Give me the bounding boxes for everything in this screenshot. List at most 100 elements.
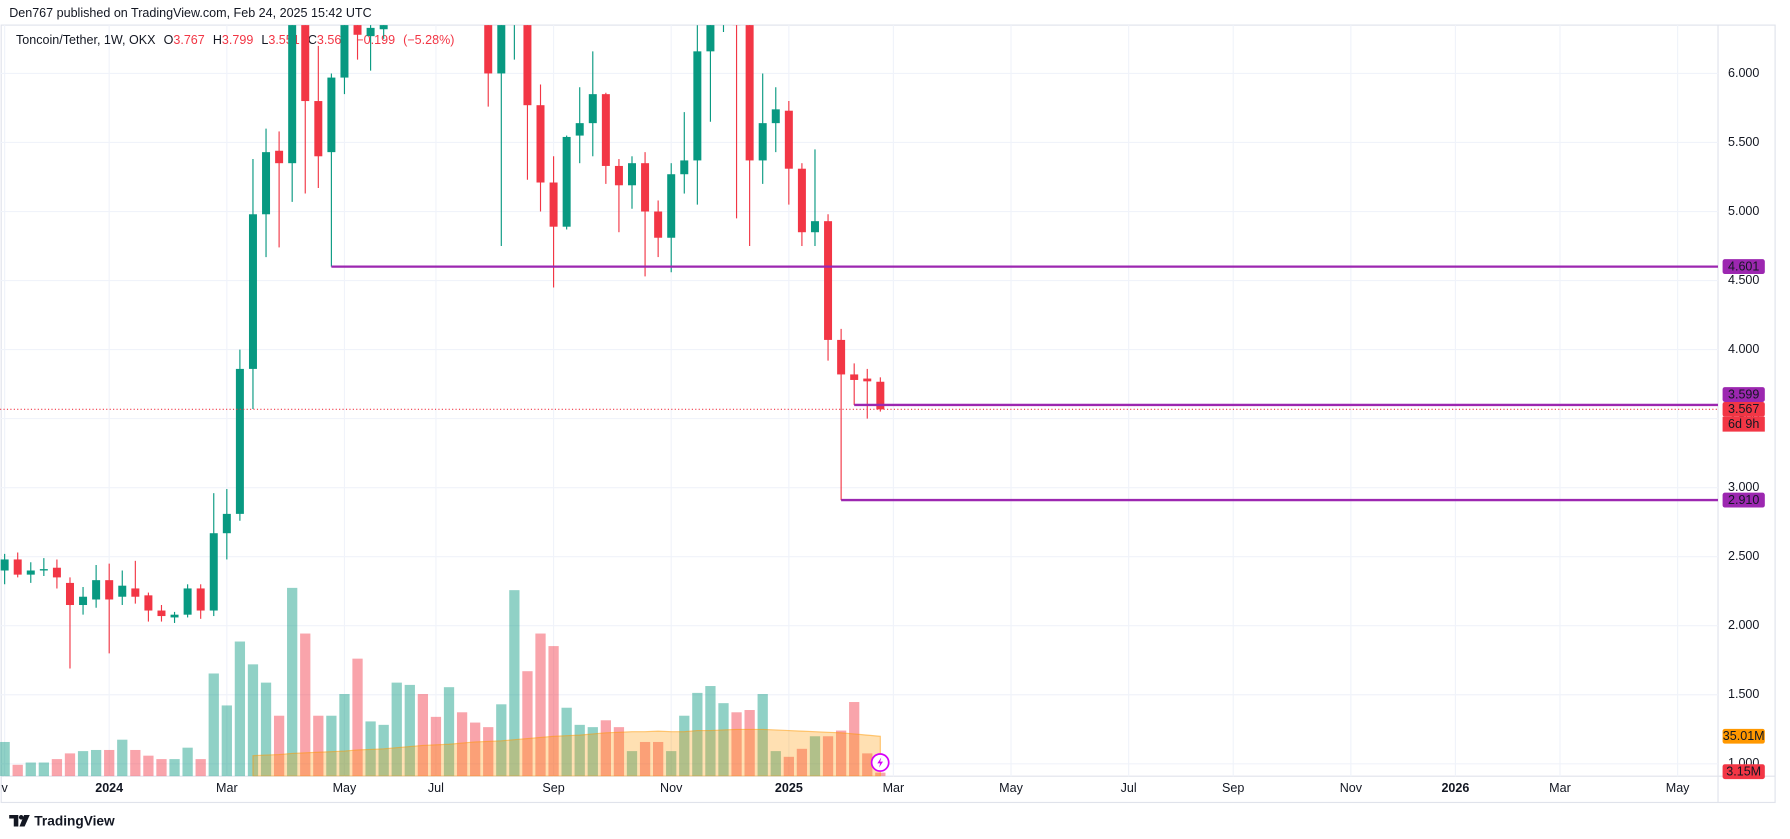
candle-body	[353, 25, 362, 35]
volume-bar	[260, 682, 272, 777]
candle-body	[876, 381, 885, 410]
volume-bar	[679, 715, 690, 777]
footer-brand: TradingView	[34, 813, 115, 828]
volume-bar	[626, 751, 638, 777]
volume-bar	[273, 715, 285, 777]
volume-pane	[0, 587, 886, 777]
candle-body	[26, 570, 35, 575]
volume-bar	[169, 759, 180, 777]
chart-frame	[0, 24, 1776, 804]
volume-bar	[822, 736, 834, 777]
level-label-bg	[1722, 492, 1765, 508]
candle-body	[65, 582, 74, 606]
volume-bar	[25, 762, 36, 777]
candle-body	[784, 110, 793, 169]
candle-body	[667, 174, 676, 238]
volume-bar	[692, 692, 703, 777]
x-tick-label: Sep	[1222, 781, 1244, 795]
volume-bar	[443, 687, 455, 777]
ohlc-value: 3.567	[317, 33, 348, 47]
volume-bar	[783, 756, 794, 777]
y-tick-label: 2.500	[1728, 549, 1759, 563]
candle-body	[327, 77, 336, 153]
volume-bar	[287, 587, 298, 777]
volume-bar	[77, 751, 89, 777]
countdown: 6d 9h	[1728, 417, 1759, 431]
y-tick-label: 2.000	[1728, 618, 1759, 632]
volume-bar	[483, 727, 494, 777]
logo-mark	[9, 815, 19, 827]
candle-body	[118, 585, 127, 597]
x-tick-label: v	[1, 781, 8, 795]
candle-body	[837, 339, 846, 375]
ohlc-prefix: O	[164, 33, 174, 47]
volume-bar	[470, 722, 481, 777]
volume-bar	[391, 682, 402, 777]
candle-body	[170, 614, 179, 618]
volume-bar	[561, 707, 572, 777]
last-price-label: 3.567	[1728, 402, 1759, 416]
x-tick-label: May	[999, 781, 1023, 795]
volume-bar	[0, 741, 10, 777]
y-tick-label: 5.500	[1728, 135, 1759, 149]
ohlc-prefix: H	[213, 33, 222, 47]
y-tick-label: 5.000	[1728, 204, 1759, 218]
volume-bar	[653, 741, 664, 777]
volume-bar	[509, 590, 520, 777]
candle-body	[301, 25, 310, 102]
volume-bar	[64, 753, 76, 777]
volume-bar	[104, 749, 115, 777]
icon-bolt	[877, 757, 884, 768]
candle-body	[549, 182, 558, 227]
candle-body	[13, 559, 22, 575]
candle-body	[575, 123, 584, 136]
x-tick-label: 2025	[775, 781, 803, 795]
ohlc-value: 3.767	[173, 33, 204, 47]
candle-body	[654, 211, 663, 238]
x-tick-label: Mar	[1549, 781, 1571, 795]
x-tick-label: Nov	[660, 781, 683, 795]
x-tick-label: Mar	[216, 781, 238, 795]
volume-bar	[404, 684, 415, 777]
countdown-bg	[1722, 416, 1765, 432]
legend: Toncoin/Tether, 1W, OKX O3.767 H3.799 L 3…	[16, 33, 454, 47]
volume-bar	[313, 715, 324, 777]
candle-body	[484, 25, 493, 74]
candle-body	[562, 136, 571, 227]
volume-bar	[862, 753, 873, 777]
candle-body	[497, 25, 506, 74]
volume-bar	[835, 730, 847, 777]
volume-bar	[770, 751, 781, 777]
footer-logo	[9, 815, 30, 827]
volume-bar	[51, 759, 63, 777]
level-label: 4.601	[1728, 259, 1759, 273]
volume-bar	[208, 673, 219, 777]
volume-bar	[117, 739, 128, 777]
candle-body	[523, 25, 532, 106]
volume-bar	[666, 751, 677, 777]
candle-body	[131, 588, 140, 597]
volume-bar	[744, 710, 755, 777]
volume-bar	[130, 749, 141, 777]
volume-bar	[300, 633, 311, 777]
y-tick-label: 4.000	[1728, 342, 1759, 356]
volume-ma-label: 35.01M	[1723, 729, 1765, 743]
candle-body	[824, 221, 833, 340]
candle-body	[105, 580, 114, 600]
candle-body	[92, 580, 101, 600]
candle-body	[601, 94, 610, 166]
level-label: 2.910	[1728, 493, 1759, 507]
ohlc-prefix: C	[308, 33, 317, 47]
candle-body	[235, 368, 244, 514]
volume-bar	[378, 724, 389, 777]
volume-bar	[809, 736, 821, 777]
volume-bar	[718, 703, 729, 777]
volume-bar	[12, 764, 23, 777]
volume-bar	[195, 759, 206, 777]
candle-body	[850, 374, 859, 380]
volume-bar	[639, 741, 651, 777]
x-tick-label: 2026	[1441, 781, 1469, 795]
